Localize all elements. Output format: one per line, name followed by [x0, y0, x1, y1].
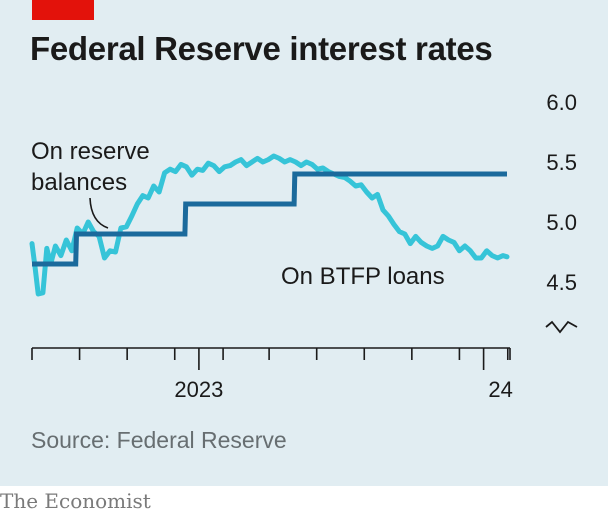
economist-red-tag [32, 0, 94, 20]
y-tick-label: 5.0 [546, 210, 577, 235]
chart-title: Federal Reserve interest rates [30, 30, 493, 67]
y-tick-label: 5.5 [546, 150, 577, 175]
x-tick-label: 2023 [174, 377, 223, 402]
y-tick-label: 6.0 [546, 90, 577, 115]
axis-break-icon [545, 320, 578, 334]
btfp-loans-line [29, 153, 510, 297]
source-note: Source: Federal Reserve [31, 427, 287, 453]
reserve-leader-line [89, 197, 109, 229]
reserve-balances-line [32, 171, 507, 267]
reserve-label-line-2: balances [31, 169, 127, 196]
btfp-label: On BTFP loans [281, 263, 445, 290]
brand-wordmark: The Economist [0, 489, 151, 513]
y-tick-label: 4.5 [546, 270, 577, 295]
line-chart: 4.55.05.56.0 2023 24 On reserve balances … [29, 90, 578, 402]
reserve-label-line-1: On reserve [31, 138, 150, 165]
x-tick-label: 24 [488, 377, 512, 402]
